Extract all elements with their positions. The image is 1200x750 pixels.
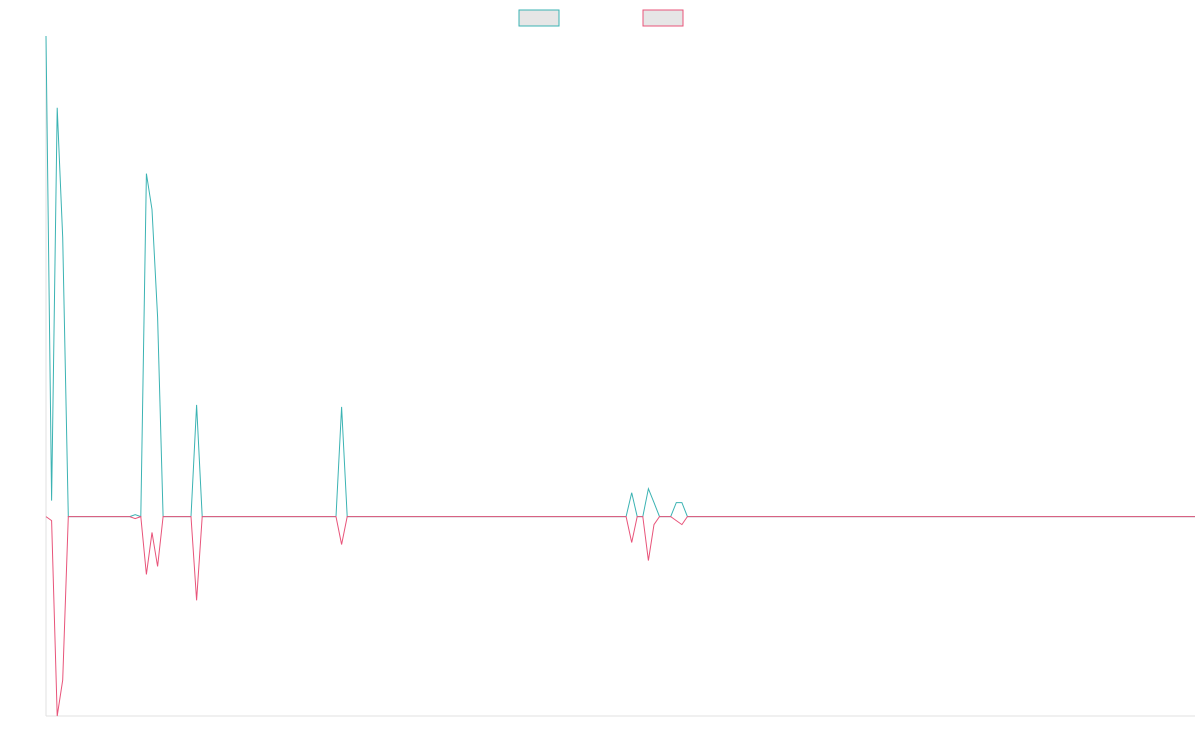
axes bbox=[45, 36, 1195, 717]
series-2-line bbox=[45, 515, 1195, 717]
legend bbox=[518, 9, 684, 27]
legend-swatch-series-2[interactable] bbox=[642, 9, 684, 27]
plot-area bbox=[45, 35, 1195, 717]
legend-swatch-series-1[interactable] bbox=[518, 9, 560, 27]
series-1-line bbox=[45, 35, 1195, 518]
